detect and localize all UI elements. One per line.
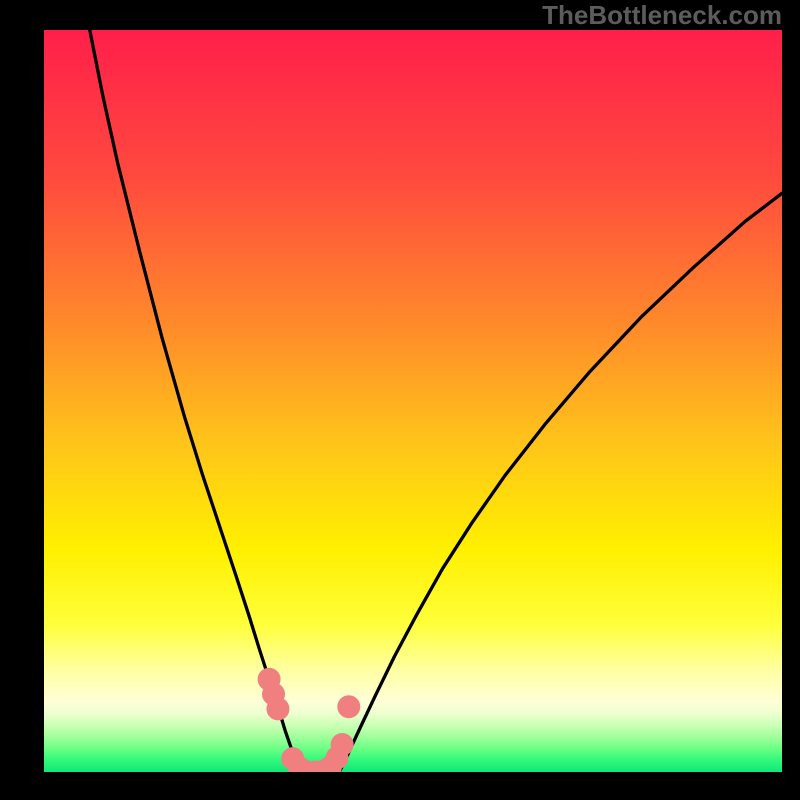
chart-svg <box>44 30 782 772</box>
chart-frame: TheBottleneck.com <box>0 0 800 800</box>
plot-area <box>44 30 782 772</box>
watermark-text: TheBottleneck.com <box>542 0 782 31</box>
